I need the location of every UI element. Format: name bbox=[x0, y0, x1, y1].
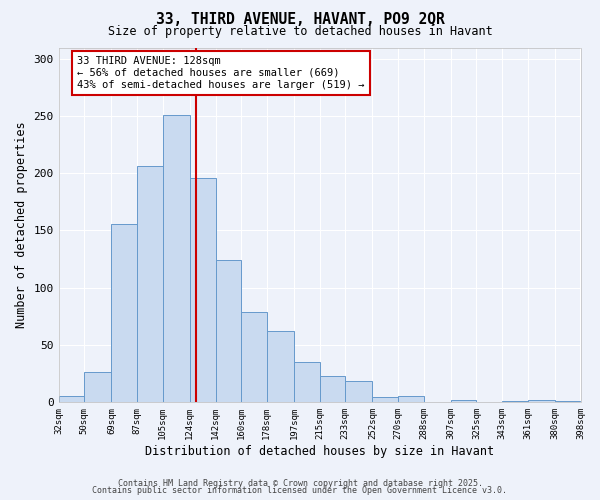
Bar bbox=[451, 400, 476, 402]
X-axis label: Distribution of detached houses by size in Havant: Distribution of detached houses by size … bbox=[145, 444, 494, 458]
Y-axis label: Number of detached properties: Number of detached properties bbox=[15, 122, 28, 328]
Bar bbox=[398, 396, 424, 402]
Text: Size of property relative to detached houses in Havant: Size of property relative to detached ho… bbox=[107, 25, 493, 38]
Bar bbox=[320, 376, 345, 402]
Bar bbox=[267, 331, 294, 402]
Text: Contains HM Land Registry data © Crown copyright and database right 2025.: Contains HM Land Registry data © Crown c… bbox=[118, 478, 482, 488]
Bar bbox=[85, 372, 112, 402]
Bar bbox=[215, 260, 241, 402]
Bar bbox=[112, 224, 137, 402]
Text: Contains public sector information licensed under the Open Government Licence v3: Contains public sector information licen… bbox=[92, 486, 508, 495]
Bar bbox=[345, 382, 373, 402]
Text: 33 THIRD AVENUE: 128sqm
← 56% of detached houses are smaller (669)
43% of semi-d: 33 THIRD AVENUE: 128sqm ← 56% of detache… bbox=[77, 56, 364, 90]
Bar bbox=[528, 400, 555, 402]
Bar bbox=[59, 396, 85, 402]
Bar bbox=[294, 362, 320, 402]
Bar bbox=[241, 312, 267, 402]
Bar bbox=[137, 166, 163, 402]
Text: 33, THIRD AVENUE, HAVANT, PO9 2QR: 33, THIRD AVENUE, HAVANT, PO9 2QR bbox=[155, 12, 445, 28]
Bar bbox=[502, 400, 528, 402]
Bar bbox=[555, 400, 580, 402]
Bar bbox=[373, 398, 398, 402]
Bar bbox=[190, 178, 215, 402]
Bar bbox=[163, 115, 190, 402]
